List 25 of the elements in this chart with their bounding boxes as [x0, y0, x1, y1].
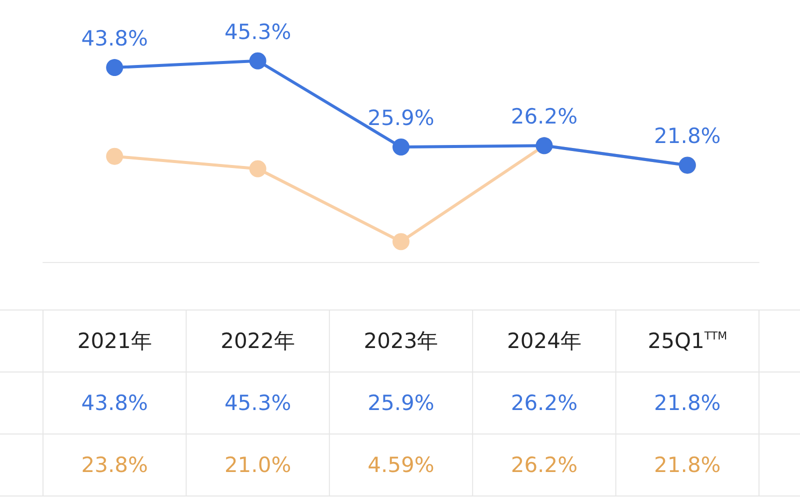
data-label: 45.3%: [224, 391, 292, 415]
data-label: 21.8%: [654, 391, 721, 415]
point: [392, 233, 410, 250]
point: [106, 59, 124, 76]
text: 26.2%: [510, 104, 578, 129]
data-label: 25.9%: [368, 391, 434, 415]
data-label: 21.8%: [654, 453, 721, 477]
point: [249, 160, 266, 178]
point: [249, 52, 266, 70]
x-tick-label: 2023年: [364, 329, 438, 353]
data-label: 4.59%: [368, 453, 434, 477]
data-label: 26.2%: [510, 391, 578, 415]
data-label: 21.0%: [224, 453, 292, 477]
text: 43.8%: [81, 26, 148, 51]
text: 21.8%: [654, 124, 721, 148]
x-tick-label: 2024年: [506, 329, 582, 353]
text: 45.3%: [224, 20, 292, 44]
x-tick-label: 2021年: [77, 329, 152, 353]
point: [106, 148, 124, 165]
x-tick-label: 2022年: [220, 329, 296, 353]
data-label: 26.2%: [510, 453, 578, 477]
text: 25.9%: [368, 106, 434, 130]
data-label: 43.8%: [81, 391, 148, 415]
point: [392, 138, 410, 156]
data-label: 23.8%: [81, 453, 148, 477]
